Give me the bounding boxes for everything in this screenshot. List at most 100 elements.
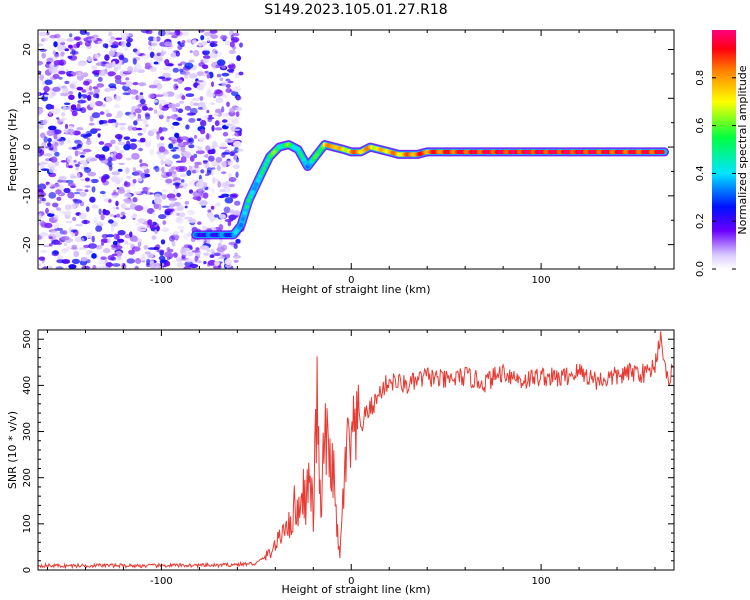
noise-speckle (195, 181, 204, 189)
noise-speckle (88, 91, 94, 95)
colorbar-tick-label: 0.0 (695, 261, 706, 277)
noise-speckle (128, 113, 135, 118)
noise-speckle (139, 92, 144, 96)
noise-speckle (126, 176, 132, 179)
noise-speckle (209, 42, 218, 47)
noise-speckle (75, 188, 83, 192)
noise-speckle (118, 150, 125, 154)
noise-speckle (42, 119, 48, 125)
noise-speckle (221, 94, 229, 98)
noise-speckle (60, 160, 67, 163)
noise-speckle (38, 183, 47, 190)
noise-speckle (60, 92, 69, 97)
noise-speckle (137, 94, 144, 100)
noise-speckle (108, 119, 112, 124)
noise-speckle (178, 100, 185, 104)
noise-speckle (161, 189, 168, 193)
noise-speckle (138, 82, 147, 87)
noise-speckle (44, 94, 48, 98)
noise-speckle (140, 30, 150, 34)
noise-speckle (70, 185, 77, 188)
noise-speckle (149, 148, 155, 156)
noise-speckle (221, 72, 230, 77)
noise-speckle (58, 210, 66, 213)
noise-speckle (174, 132, 180, 139)
noise-speckle (49, 34, 57, 39)
noise-speckle (44, 222, 53, 229)
noise-speckle (221, 244, 228, 251)
noise-speckle (38, 70, 42, 74)
noise-speckle (157, 109, 164, 116)
noise-speckle (198, 42, 203, 47)
noise-speckle (235, 96, 242, 101)
noise-speckle (236, 55, 242, 62)
noise-speckle (93, 87, 100, 94)
noise-speckle (228, 49, 236, 55)
noise-speckle (75, 166, 79, 171)
noise-speckle (65, 179, 74, 184)
noise-speckle (158, 203, 162, 211)
figure-title: S149.2023.105.01.27.R18 (264, 2, 447, 18)
noise-speckle (132, 167, 136, 172)
signal-track-point (254, 182, 259, 187)
noise-speckle (139, 159, 143, 164)
noise-speckle (225, 253, 231, 259)
noise-speckle (206, 109, 210, 114)
noise-speckle (99, 111, 105, 115)
noise-speckle (157, 153, 166, 160)
noise-speckle (143, 245, 149, 250)
noise-speckle (125, 157, 132, 161)
noise-speckle (213, 252, 221, 257)
noise-speckle (222, 131, 229, 137)
noise-speckle (53, 60, 63, 66)
noise-speckle (78, 212, 87, 220)
snr-xtick-label: 100 (532, 576, 551, 587)
noise-speckle (158, 255, 166, 261)
noise-speckle (79, 159, 87, 165)
noise-speckle (206, 249, 212, 252)
colorbar: 0.0 0.2 0.4 0.6 0.8 Normalized spectral ampl… (695, 30, 749, 277)
noise-speckle (118, 186, 125, 192)
noise-speckle (180, 136, 189, 141)
noise-speckle (188, 189, 194, 194)
noise-speckle (97, 40, 104, 44)
noise-speckle (113, 233, 118, 240)
noise-speckle (153, 61, 159, 65)
noise-speckle (217, 181, 221, 188)
noise-speckle (209, 102, 216, 105)
noise-speckle (144, 251, 152, 255)
noise-speckle (38, 143, 42, 146)
noise-speckle (227, 64, 234, 69)
noise-speckle (79, 191, 87, 197)
noise-speckle (147, 45, 153, 50)
noise-speckle (171, 107, 177, 113)
noise-speckle (118, 54, 125, 61)
noise-speckle (142, 126, 147, 133)
noise-speckle (67, 191, 75, 199)
noise-speckle (170, 211, 179, 216)
noise-speckle (85, 249, 91, 256)
noise-speckle (73, 250, 80, 258)
noise-speckle (97, 221, 103, 225)
noise-speckle (153, 246, 160, 251)
noise-speckle (171, 240, 176, 247)
noise-speckle (185, 93, 195, 97)
noise-speckle (184, 74, 189, 79)
noise-speckle (185, 258, 193, 263)
noise-speckle (165, 77, 172, 80)
noise-speckle (233, 154, 238, 161)
noise-speckle (166, 116, 171, 119)
noise-speckle (43, 136, 48, 143)
noise-speckle (221, 171, 227, 175)
noise-speckle (48, 125, 57, 131)
noise-speckle (185, 124, 190, 130)
noise-speckle (126, 189, 131, 194)
noise-speckle (184, 105, 192, 111)
signal-track-point (244, 204, 249, 209)
noise-speckle (95, 100, 103, 107)
noise-speckle (200, 169, 205, 174)
noise-speckle (216, 165, 221, 172)
noise-speckle (165, 178, 173, 184)
noise-speckle (176, 216, 182, 222)
